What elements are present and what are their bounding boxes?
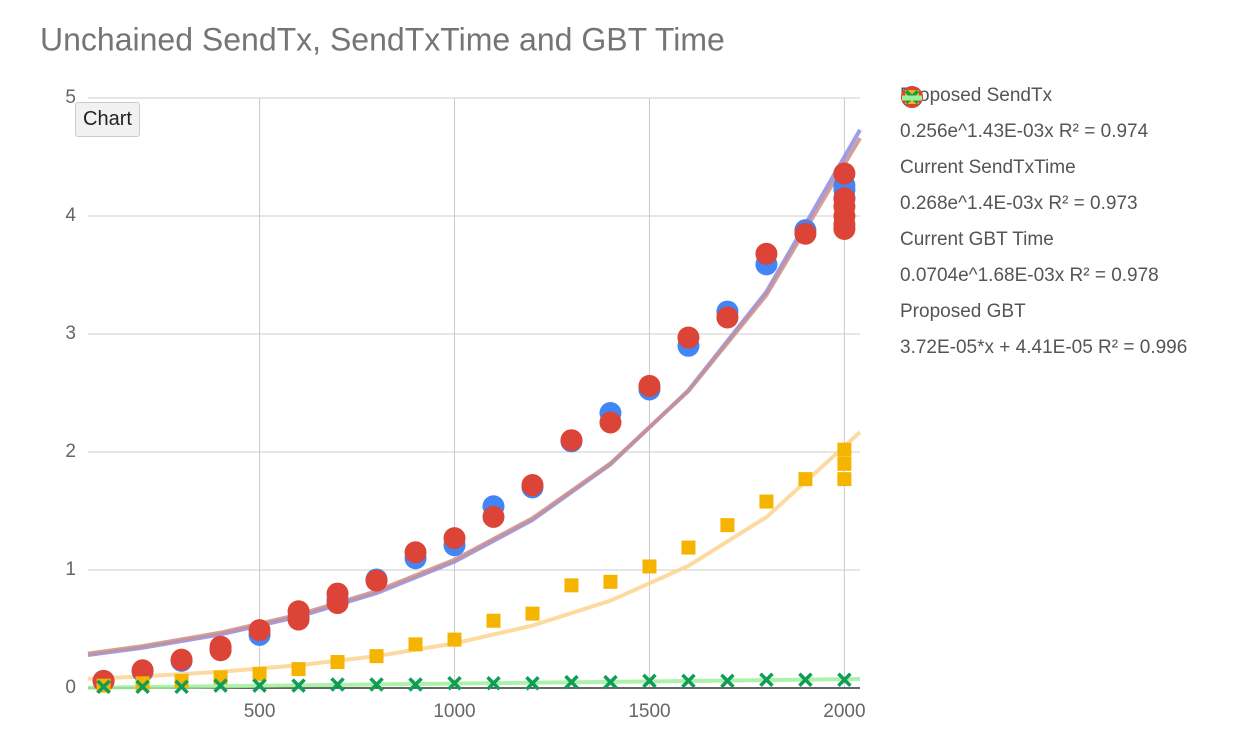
point: [794, 222, 817, 245]
legend-label: Current SendTxTime: [900, 157, 1076, 178]
legend-label: Current GBT Time: [900, 229, 1054, 250]
point: [287, 608, 310, 631]
x-tick-label: 1000: [433, 701, 475, 722]
marks: [87, 128, 862, 695]
legend-label: 3.72E-05*x + 4.41E-05 R² = 0.996: [900, 337, 1188, 358]
point: [252, 678, 267, 693]
legend-label: Proposed GBT: [900, 301, 1026, 322]
trendline: [87, 430, 862, 681]
point: [720, 518, 735, 533]
point: [638, 374, 661, 397]
point: [798, 672, 813, 687]
legend-item: Proposed GBT: [900, 89, 1200, 322]
point: [248, 619, 271, 642]
chart-title: Unchained SendTx, SendTxTime and GBT Tim…: [40, 21, 725, 57]
x-tick-label: 1500: [628, 701, 670, 722]
trendline: [87, 677, 861, 690]
x-tick-label: 2000: [823, 701, 865, 722]
point: [447, 676, 462, 691]
legend-label: 0.256e^1.43E-03x R² = 0.974: [900, 121, 1149, 142]
point: [482, 505, 505, 528]
point: [209, 639, 232, 662]
y-tick-label: 3: [65, 323, 76, 344]
point: [131, 659, 154, 682]
point: [603, 674, 618, 690]
legend-item: 0.256e^1.43E-03x R² = 0.974: [900, 95, 1200, 142]
point: [833, 162, 856, 185]
legend-item: 0.268e^1.4E-03x R² = 0.973: [900, 95, 1200, 214]
point: [525, 676, 540, 691]
point: [408, 637, 423, 652]
point: [408, 677, 423, 692]
point: [564, 674, 579, 690]
point: [759, 494, 774, 509]
point: [564, 578, 579, 593]
point: [681, 540, 696, 555]
point: [369, 677, 384, 692]
y-tick-label: 2: [65, 441, 76, 462]
legend-item: Proposed SendTx: [900, 85, 1200, 108]
point: [252, 666, 267, 681]
point: [560, 429, 583, 452]
point: [213, 678, 228, 693]
point: [716, 306, 739, 329]
point: [330, 655, 345, 670]
legend-label: Proposed SendTx: [900, 85, 1053, 106]
point: [443, 527, 466, 550]
legend-item: 0.0704e^1.68E-03x R² = 0.978: [900, 95, 1200, 286]
point: [135, 676, 150, 691]
point: [525, 606, 540, 621]
trendline: [87, 137, 862, 656]
point: [521, 474, 544, 497]
point: [404, 541, 427, 564]
legend-item: 3.72E-05*x + 4.41E-05 R² = 0.996: [900, 95, 1200, 358]
point: [603, 574, 618, 589]
point: [170, 648, 193, 671]
point: [677, 326, 700, 349]
point: [291, 662, 306, 677]
legend-label: 0.0704e^1.68E-03x R² = 0.978: [900, 265, 1159, 286]
y-tick-label: 1: [65, 559, 76, 580]
legend-label: 0.268e^1.4E-03x R² = 0.973: [900, 193, 1138, 214]
point: [135, 679, 150, 695]
point: [365, 569, 388, 592]
grid: 0 1 2 3 4 5 500 1000 1500 2000: [65, 87, 865, 722]
legend-symbol: [902, 95, 922, 101]
legend: Proposed SendTx 0.256e^1.43E-03x R² = 0.9…: [900, 86, 1200, 374]
legend-item: Current GBT Time: [900, 90, 1200, 250]
point: [330, 677, 345, 692]
point: [599, 411, 622, 434]
y-tick-label: 5: [65, 87, 76, 108]
point: [759, 672, 774, 687]
point: [720, 673, 735, 689]
point: [486, 613, 501, 628]
point: [291, 678, 306, 693]
point: [798, 472, 813, 487]
point: [837, 672, 852, 687]
point: [755, 242, 778, 265]
y-tick-label: 4: [65, 205, 76, 226]
point: [642, 673, 657, 689]
point: [174, 679, 189, 695]
point: [837, 442, 852, 457]
y-tick-label: 0: [65, 677, 76, 698]
chart-button[interactable]: Chart: [75, 102, 140, 137]
x-tick-label: 500: [244, 701, 276, 722]
point: [681, 673, 696, 689]
point: [326, 592, 349, 615]
legend-item: Current SendTxTime: [900, 86, 1200, 178]
point: [486, 676, 501, 691]
point: [96, 679, 111, 695]
point: [369, 649, 384, 664]
point: [642, 559, 657, 574]
point: [837, 472, 852, 487]
point: [833, 217, 856, 240]
trendline: [87, 128, 862, 658]
point: [447, 632, 462, 647]
point: [837, 456, 852, 471]
